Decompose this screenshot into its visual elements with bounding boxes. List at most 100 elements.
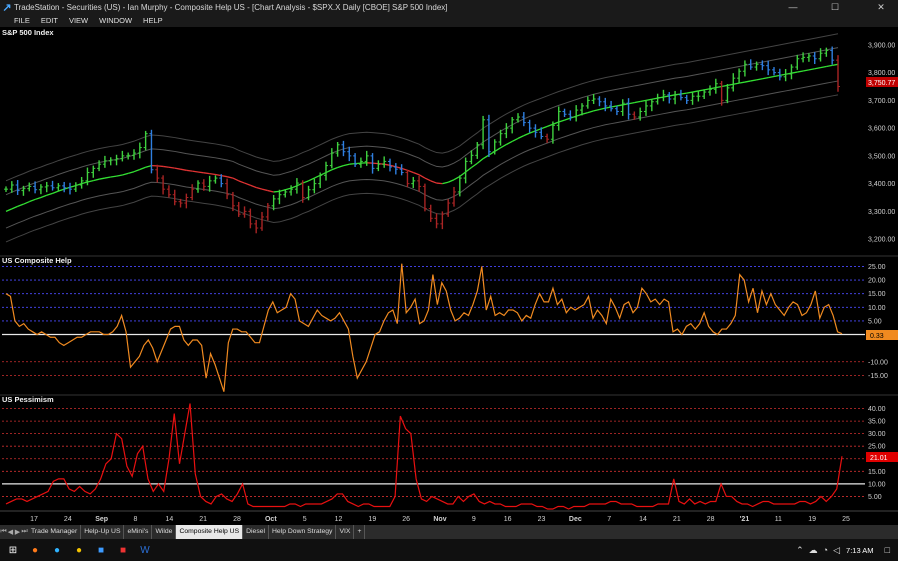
x-axis-tick-label: 19 [368,516,376,523]
moving-average-segment [645,98,652,102]
moving-average-segment [750,79,757,82]
tab-help-down-strategy[interactable]: Help Down Strategy [269,525,337,539]
moving-average-segment [494,147,501,152]
moving-average-segment [157,165,164,168]
menu-file[interactable]: FILE [14,16,30,25]
moving-average-segment [500,143,507,149]
tab-eminis[interactable]: eMini's [124,525,153,539]
pessimism-tick-label: 5.00 [868,494,882,501]
tradestation-icon[interactable]: ■ [97,544,105,556]
moving-average-segment [290,185,298,189]
close-button[interactable]: ✕ [877,2,885,12]
envelope-band [5,94,839,243]
moving-average-segment [162,165,170,168]
tab-last-icon[interactable]: ⏭ [21,528,28,535]
moving-average-segment [680,92,687,95]
pessimism-pane-label: US Pessimism [2,395,54,404]
windows-start-icon[interactable]: ⊞ [8,544,18,556]
price-tick-label: 3,300.00 [868,209,895,216]
chart-canvas[interactable]: 3,200.00 3,300.00 3,400.00 3,500.00 3,600.00… [0,27,898,525]
moving-average-segment [418,174,426,179]
add-tab-button[interactable]: + [354,525,366,539]
maximize-button[interactable]: ☐ [830,2,840,12]
moving-average-segment [221,174,228,178]
moving-average-segment [634,100,641,104]
moving-average-segment [128,171,135,174]
moving-average-segment [250,184,257,189]
pessimism-tick-label: 40.00 [868,406,886,413]
moving-average-segment [384,163,391,166]
moving-average-segment [482,154,490,160]
composite-last-badge-bg [866,330,898,340]
volume-icon[interactable]: ◁ [833,544,841,555]
moving-average-segment [261,188,268,192]
moving-average-segment [424,177,432,182]
x-axis-tick-label: 8 [134,516,138,523]
tab-first-icon[interactable]: ⏮ [0,528,7,535]
moving-average-segment [180,168,187,171]
moving-average-segment [122,172,129,176]
moving-average-segment [762,76,769,80]
composite-tick-label: 25.00 [868,264,886,271]
moving-average-segment [81,181,88,185]
moving-average-segment [215,173,222,177]
tab-diesel[interactable]: Diesel [243,525,270,539]
moving-average-segment [447,179,455,183]
moving-average-segment [622,103,629,106]
x-axis-tick-label: Oct [265,516,277,523]
notifications-icon[interactable]: □ [884,545,890,555]
moving-average-segment [372,162,379,165]
moving-average-segment [325,169,333,174]
moving-average-segment [709,86,716,90]
tab-prev-icon[interactable]: ◀ [7,529,14,536]
moving-average-segment [442,181,449,185]
pessimism-tick-label: 35.00 [868,419,886,426]
moving-average-segment [599,107,606,111]
moving-average-segment [209,172,216,176]
word-icon[interactable]: W [140,544,150,556]
moving-average-segment [407,169,414,174]
tab-trade-manager[interactable]: Trade Manager [28,525,82,539]
menu-help[interactable]: HELP [143,16,163,25]
x-axis-tick-label: 12 [335,516,343,523]
pessimism-tick-label: 30.00 [868,431,886,438]
taskbar-clock[interactable]: 7:13 AM [846,545,874,555]
moving-average-segment [11,205,18,210]
chrome-icon[interactable]: ● [75,544,83,556]
moving-average-segment [401,167,408,171]
tab-next-icon[interactable]: ▶ [14,529,21,536]
tab-wilde[interactable]: Wilde [152,525,177,539]
tab-composite-help-us[interactable]: Composite Help US [176,525,244,539]
moving-average-segment [744,80,751,83]
moving-average-segment [314,174,321,179]
moving-average-segment [552,121,559,125]
minimize-button[interactable]: — [788,2,798,12]
tab-vix[interactable]: VIX [336,525,355,539]
cloud-icon[interactable]: ☁ [808,544,818,555]
x-axis-tick-label: Dec [569,516,582,523]
tab-help-up-us[interactable]: Help-Up US [81,525,125,539]
chevron-up-icon[interactable]: ⌃ [796,544,804,555]
x-axis-tick-label: 16 [504,516,512,523]
menu-window[interactable]: WINDOW [99,16,133,25]
menu-edit[interactable]: EDIT [40,16,58,25]
moving-average-segment [343,163,350,167]
chart-analysis-window[interactable]: 3,200.00 3,300.00 3,400.00 3,500.00 3,600.00… [0,27,898,525]
moving-average-segment [686,91,693,94]
menu-view[interactable]: VIEW [68,16,89,25]
files-icon[interactable]: ■ [119,544,127,556]
wifi-icon[interactable]: ◔ [822,545,829,555]
edge-icon[interactable]: ● [53,544,61,556]
moving-average-segment [802,69,810,72]
firefox-icon[interactable]: ● [31,544,39,556]
moving-average-segment [698,89,705,92]
menu-bar: FILE EDIT VIEW WINDOW HELP [0,14,898,27]
x-axis-tick-label: Sep [95,516,108,523]
moving-average-segment [337,164,344,169]
moving-average-segment [541,125,548,130]
moving-average-segment [192,170,199,173]
moving-average-segment [721,84,728,88]
moving-average-segment [104,176,111,179]
x-axis-tick-label: 26 [402,516,410,523]
x-axis-tick-label: '21 [740,516,750,523]
